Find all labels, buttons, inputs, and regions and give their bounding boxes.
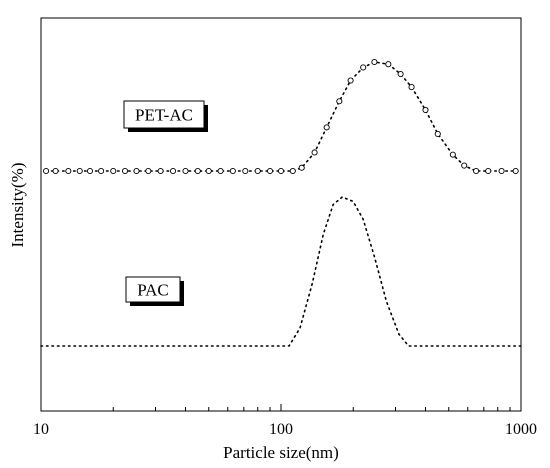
data-point <box>422 106 429 114</box>
data-point <box>408 84 415 91</box>
data-point <box>145 167 152 175</box>
plot-frame <box>40 17 522 412</box>
label-box <box>123 100 205 129</box>
label-text: PAC <box>137 281 169 300</box>
data-point <box>217 167 224 175</box>
data-point <box>385 61 392 68</box>
data-point <box>397 70 404 78</box>
series-line-pet-ac <box>45 61 517 172</box>
data-point <box>360 64 367 71</box>
data-point <box>157 167 164 175</box>
x-tick-label: 100 <box>269 421 293 438</box>
y-axis-label: Intensity(%) <box>8 163 27 248</box>
data-point <box>323 124 330 131</box>
data-point <box>76 167 83 175</box>
data-point <box>52 167 59 175</box>
data-point <box>371 58 378 66</box>
data-point <box>43 167 50 175</box>
data-point <box>461 162 468 169</box>
x-tick-label: 10 <box>33 421 49 438</box>
data-point <box>298 164 305 171</box>
data-point <box>485 167 492 175</box>
data-point <box>254 167 261 175</box>
data-point <box>133 167 140 175</box>
data-point <box>512 167 519 175</box>
data-point <box>336 98 343 105</box>
data-point <box>473 167 480 175</box>
label-text: PET-AC <box>135 106 193 125</box>
data-point <box>498 167 505 175</box>
data-point <box>110 167 117 175</box>
series-labels: PET-AC PAC <box>123 100 208 306</box>
data-point <box>170 167 177 175</box>
data-point <box>86 167 94 175</box>
data-point <box>194 167 201 175</box>
data-point <box>122 167 129 175</box>
series-line-pac <box>40 196 522 347</box>
series-label-pac: PAC <box>125 276 184 306</box>
x-axis-label: Particle size(nm) <box>223 443 339 462</box>
data-point <box>449 151 456 158</box>
series-label-pet-ac: PET-AC <box>123 100 208 132</box>
data-point <box>242 167 249 175</box>
data-point <box>98 167 105 175</box>
data-point <box>65 167 72 175</box>
data-point <box>266 167 274 175</box>
data-point <box>182 167 189 175</box>
data-point <box>289 167 296 175</box>
data-point <box>205 167 212 175</box>
data-point <box>347 77 354 84</box>
x-tick-label: 1000 <box>505 421 537 438</box>
series-layer <box>40 58 522 347</box>
x-axis-ticks <box>40 404 522 411</box>
data-point <box>277 167 285 175</box>
data-point <box>311 149 318 156</box>
data-point <box>229 167 236 175</box>
data-point <box>434 130 441 137</box>
x-axis-tick-labels: 10 100 1000 <box>33 421 537 438</box>
label-box <box>125 276 181 303</box>
